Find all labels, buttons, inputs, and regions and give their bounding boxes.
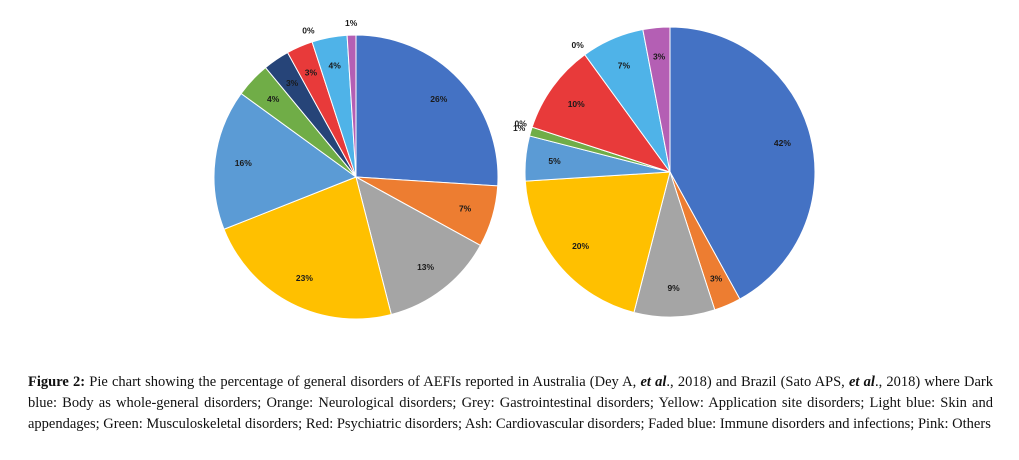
caption-text-2: ., 2018) and Brazil (Sato APS, — [666, 374, 849, 390]
pie-0-label-8: 0% — [302, 26, 315, 36]
pie-0-label-4: 16% — [235, 158, 252, 168]
pie-0-label-10: 1% — [345, 18, 358, 28]
pie-0-slice-4 — [213, 92, 358, 230]
pie-1-slice-0 — [669, 26, 816, 300]
caption-et-al-2: et al — [849, 374, 875, 390]
pie-0-label-9: 4% — [329, 60, 342, 70]
pie-chart-australia: 26% 7% 13% 23% 16% 4% 3% 3% 0% 4% 1% — [213, 18, 499, 320]
pie-0-label-7: 3% — [305, 68, 318, 78]
pie-0-label-6: 3% — [286, 78, 299, 88]
figure-label: Figure 2: — [28, 374, 86, 390]
pie-0-label-0: 26% — [430, 94, 447, 104]
pie-charts: 26% 7% 13% 23% 16% 4% 3% 3% 0% 4% 1% 42% 3% 9% 20% 5% 1… — [213, 18, 816, 320]
pie-1-label-4: 5% — [548, 156, 561, 166]
pie-1-label-6: 0% — [515, 119, 528, 129]
pie-0-label-2: 13% — [417, 262, 434, 272]
pie-chart-brazil: 42%3%9%20%5%1%0%10%0%7%3% — [513, 26, 816, 318]
caption-text-3: ., 2018) where Dark blue: Body as whole-… — [28, 374, 993, 432]
pie-0-label-5: 4% — [267, 94, 280, 104]
pie-1-label-7: 10% — [568, 99, 585, 109]
pie-1-label-2: 9% — [667, 283, 680, 293]
pie-0-slice-2 — [355, 176, 482, 316]
pie-1-slice-7 — [531, 53, 672, 173]
pie-1-label-0: 42% — [774, 138, 791, 148]
pie-1-label-9: 7% — [618, 61, 631, 71]
pie-1-label-8: 0% — [572, 40, 585, 50]
pie-0-slice-0 — [355, 34, 499, 187]
caption-text-1: Pie chart showing the percentage of gene… — [85, 374, 641, 390]
pie-1-label-10: 3% — [653, 52, 666, 62]
figure-caption: Figure 2: Pie chart showing the percenta… — [28, 372, 993, 435]
pie-1-label-3: 20% — [572, 241, 589, 251]
pie-1-slice-10 — [642, 26, 671, 173]
pie-1-label-5: 1% — [513, 123, 526, 133]
pie-1-label-1: 3% — [710, 274, 723, 284]
pie-1-slice-3 — [524, 171, 671, 314]
pie-1-slice-2 — [633, 170, 716, 318]
caption-et-al-1: et al — [640, 374, 667, 390]
pie-0-label-3: 23% — [296, 273, 313, 283]
pie-0-label-1: 7% — [459, 204, 472, 214]
pie-0-slice-3 — [223, 176, 392, 320]
pie-0-slice-10 — [346, 34, 357, 178]
